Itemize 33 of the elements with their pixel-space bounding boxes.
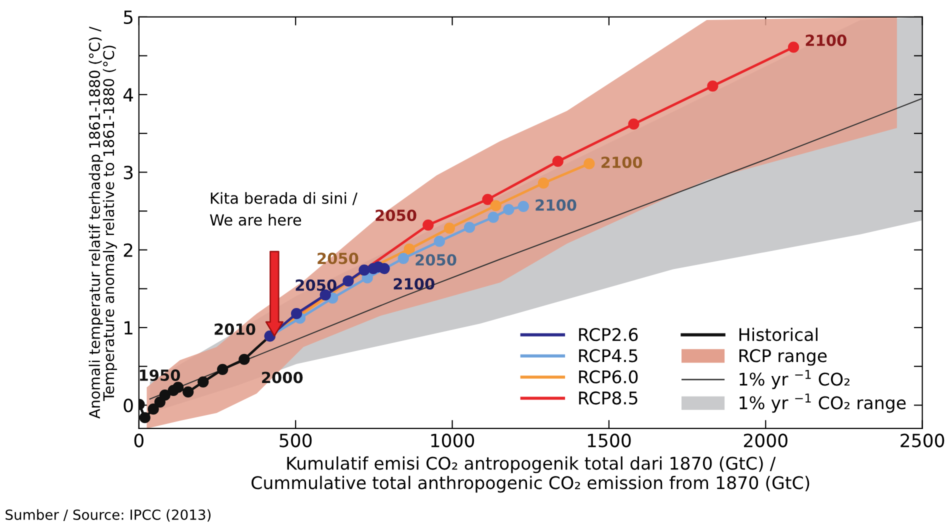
annotation: 2010 [214, 323, 256, 335]
x-axis-title: Kumulatif emisi CO₂ antropogenik total dari 1870 (GtC) / Cummulative total anthropogenic CO₂ emission from 1870 (GtC) [252, 456, 810, 493]
x-tick-label: 2500 [900, 434, 944, 448]
y-tick-label: 5 [124, 10, 132, 24]
annotation: 2100 [602, 156, 642, 168]
annotation: 2000 [262, 372, 303, 384]
y-tick-label: 1 [124, 321, 132, 334]
y-tick-label: 4 [123, 88, 134, 102]
legend-label: RCP2.6 [579, 328, 638, 342]
text: Sumber / Source: IPCC (2013) [6, 509, 211, 522]
legend-label: RCP6.0 [579, 370, 638, 384]
x-tick-label: 1500 [588, 434, 631, 448]
legend-label: 1% yr $^{−1}$ CO₂ [740, 370, 850, 390]
y-axis-title: Anomali temperatur relatif terhadap 1861-1880 (°C) / Temperature anomaly relative to 1861-1880 (°C) [88, 26, 118, 419]
annotation: 2100 [536, 199, 576, 211]
annotation: 2050 [296, 279, 336, 291]
annotation: 1950 [140, 369, 180, 381]
annotation: 2100 [806, 34, 846, 46]
x-tick-label: 0 [134, 434, 144, 448]
annotation: 2100 [394, 278, 434, 290]
annotation: 2050 [416, 254, 456, 266]
legend-label: 1% yr $^{−1}$ CO₂ range [740, 394, 906, 413]
x-tick-label: 1000 [431, 434, 474, 448]
legend-label: Historical [739, 328, 818, 342]
y-tick-label: 3 [124, 166, 133, 180]
legend-label: RCP8.5 [579, 391, 638, 405]
y-tick-label: 0 [124, 398, 133, 412]
y-tick-label: 2 [124, 243, 132, 257]
annotation: Kita berada di sini / We are here [210, 192, 358, 226]
x-tick-label: 500 [280, 434, 312, 448]
legend-label: RCP4.5 [579, 349, 638, 362]
legend-label: RCP range [739, 349, 827, 366]
x-tick-label: 2000 [744, 434, 788, 448]
